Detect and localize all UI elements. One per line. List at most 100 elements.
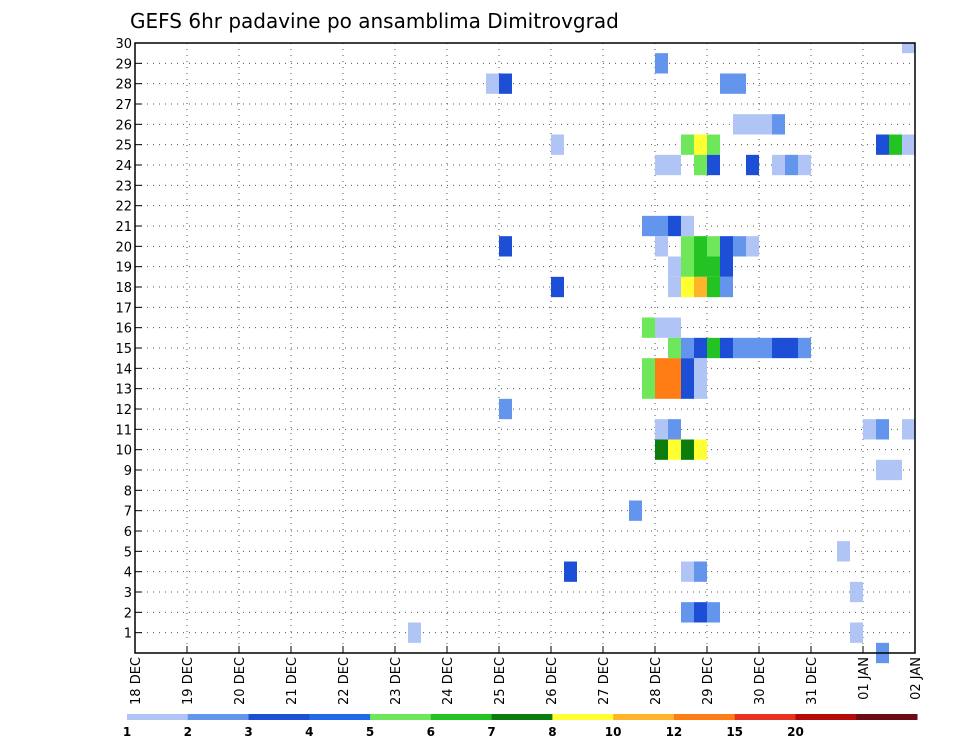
precip-cell <box>668 215 681 237</box>
precip-cell <box>655 358 668 379</box>
legend-swatch <box>187 714 250 720</box>
y-tick-label: 10 <box>115 444 132 459</box>
precip-cell <box>707 236 720 257</box>
y-tick-label: 9 <box>124 464 132 479</box>
y-tick-label: 22 <box>115 200 132 215</box>
y-tick-label: 20 <box>115 240 132 255</box>
color-legend: 1 2 3 4 5 6 7 8 10 12 15 20 <box>123 714 918 739</box>
precip-cell <box>889 459 902 481</box>
precip-cell <box>733 236 746 257</box>
precip-cell <box>876 419 889 440</box>
precip-cell <box>486 73 499 94</box>
precip-cell <box>707 337 720 359</box>
precip-cell <box>746 337 759 359</box>
y-tick-label: 4 <box>124 566 132 581</box>
legend-label: 4 <box>305 725 313 739</box>
legend-label: 12 <box>666 725 683 739</box>
legend-label: 5 <box>366 725 374 739</box>
legend-swatch <box>491 714 553 720</box>
y-tick-label: 25 <box>115 139 132 154</box>
precip-cell <box>798 154 811 176</box>
precip-cell <box>694 337 707 359</box>
precip-cell <box>655 317 668 338</box>
precip-cell <box>694 256 707 277</box>
precip-cell <box>772 154 785 176</box>
precip-cell <box>798 337 811 359</box>
precip-cell <box>681 236 694 257</box>
legend-swatch <box>795 714 857 720</box>
x-tick-label: 27 DEC <box>597 657 612 705</box>
x-axis-ticks: 18 DEC 19 DEC 20 DEC 21 DEC 22 DEC 23 DEC 24 D… <box>129 646 924 705</box>
y-tick-label: 30 <box>115 37 132 52</box>
precip-cell <box>889 134 902 155</box>
precip-cell <box>655 215 668 237</box>
y-tick-label: 18 <box>115 281 132 296</box>
precip-cell <box>499 236 512 257</box>
precip-cell <box>551 134 564 155</box>
legend-swatch <box>309 714 371 720</box>
precip-cell <box>707 134 720 155</box>
precip-cell <box>785 154 798 176</box>
y-tick-label: 27 <box>115 98 132 113</box>
precip-cell <box>499 73 512 94</box>
precip-cell <box>720 337 733 359</box>
precip-cell <box>668 358 681 379</box>
precip-cell <box>772 337 785 359</box>
y-tick-label: 19 <box>115 261 132 276</box>
precip-cell <box>837 541 850 562</box>
precip-cell <box>629 500 642 521</box>
precip-cell <box>668 276 681 298</box>
precip-cell <box>759 337 772 359</box>
precip-cell <box>681 134 694 155</box>
y-axis-ticks: 1234567891011121314151617181920212223242… <box>115 37 142 642</box>
precip-cell <box>668 337 681 359</box>
precip-cell <box>733 114 746 135</box>
precip-cell <box>694 561 707 582</box>
x-tick-label: 22 DEC <box>337 657 352 705</box>
legend-swatch <box>248 714 310 720</box>
precip-cell <box>655 53 668 74</box>
precip-cell <box>902 43 915 54</box>
x-tick-label: 21 DEC <box>285 657 300 705</box>
precip-cell <box>720 256 733 277</box>
precip-cell <box>681 602 694 623</box>
precip-cell <box>499 398 512 420</box>
precip-cell <box>408 622 421 643</box>
legend-label: 3 <box>244 725 252 739</box>
precip-cell <box>668 419 681 440</box>
precip-cell <box>707 276 720 298</box>
precip-cell <box>759 114 772 135</box>
x-tick-label: 28 DEC <box>649 657 664 705</box>
legend-swatch <box>127 714 189 720</box>
legend-label: 8 <box>548 725 556 739</box>
precip-cell <box>655 419 668 440</box>
precip-cell <box>850 581 863 603</box>
legend-label: 15 <box>726 725 743 739</box>
x-tick-label: 18 DEC <box>129 657 144 705</box>
legend-swatch <box>370 714 432 720</box>
precip-cell <box>720 276 733 298</box>
precip-cell <box>720 73 733 94</box>
x-tick-label: 29 DEC <box>701 657 716 705</box>
legend-swatch <box>613 714 675 720</box>
precip-cell <box>642 358 655 379</box>
x-tick-label: 30 DEC <box>753 657 768 705</box>
y-tick-label: 17 <box>115 301 132 316</box>
y-tick-label: 23 <box>115 179 132 194</box>
precip-cell <box>681 561 694 582</box>
y-tick-label: 12 <box>115 403 132 418</box>
y-tick-label: 2 <box>124 606 132 621</box>
precip-cell <box>694 439 707 460</box>
y-tick-label: 13 <box>115 383 132 398</box>
precip-cell <box>681 215 694 237</box>
precip-cell <box>655 236 668 257</box>
precip-cell <box>902 419 915 440</box>
precip-cell <box>564 561 577 582</box>
y-tick-label: 14 <box>115 362 132 377</box>
chart-title: GEFS 6hr padavine po ansamblima Dimitrov… <box>130 9 619 33</box>
precip-cell <box>746 154 759 176</box>
x-tick-label: 31 DEC <box>805 657 820 705</box>
precip-cell <box>668 439 681 460</box>
legend-label: 1 <box>123 725 131 739</box>
